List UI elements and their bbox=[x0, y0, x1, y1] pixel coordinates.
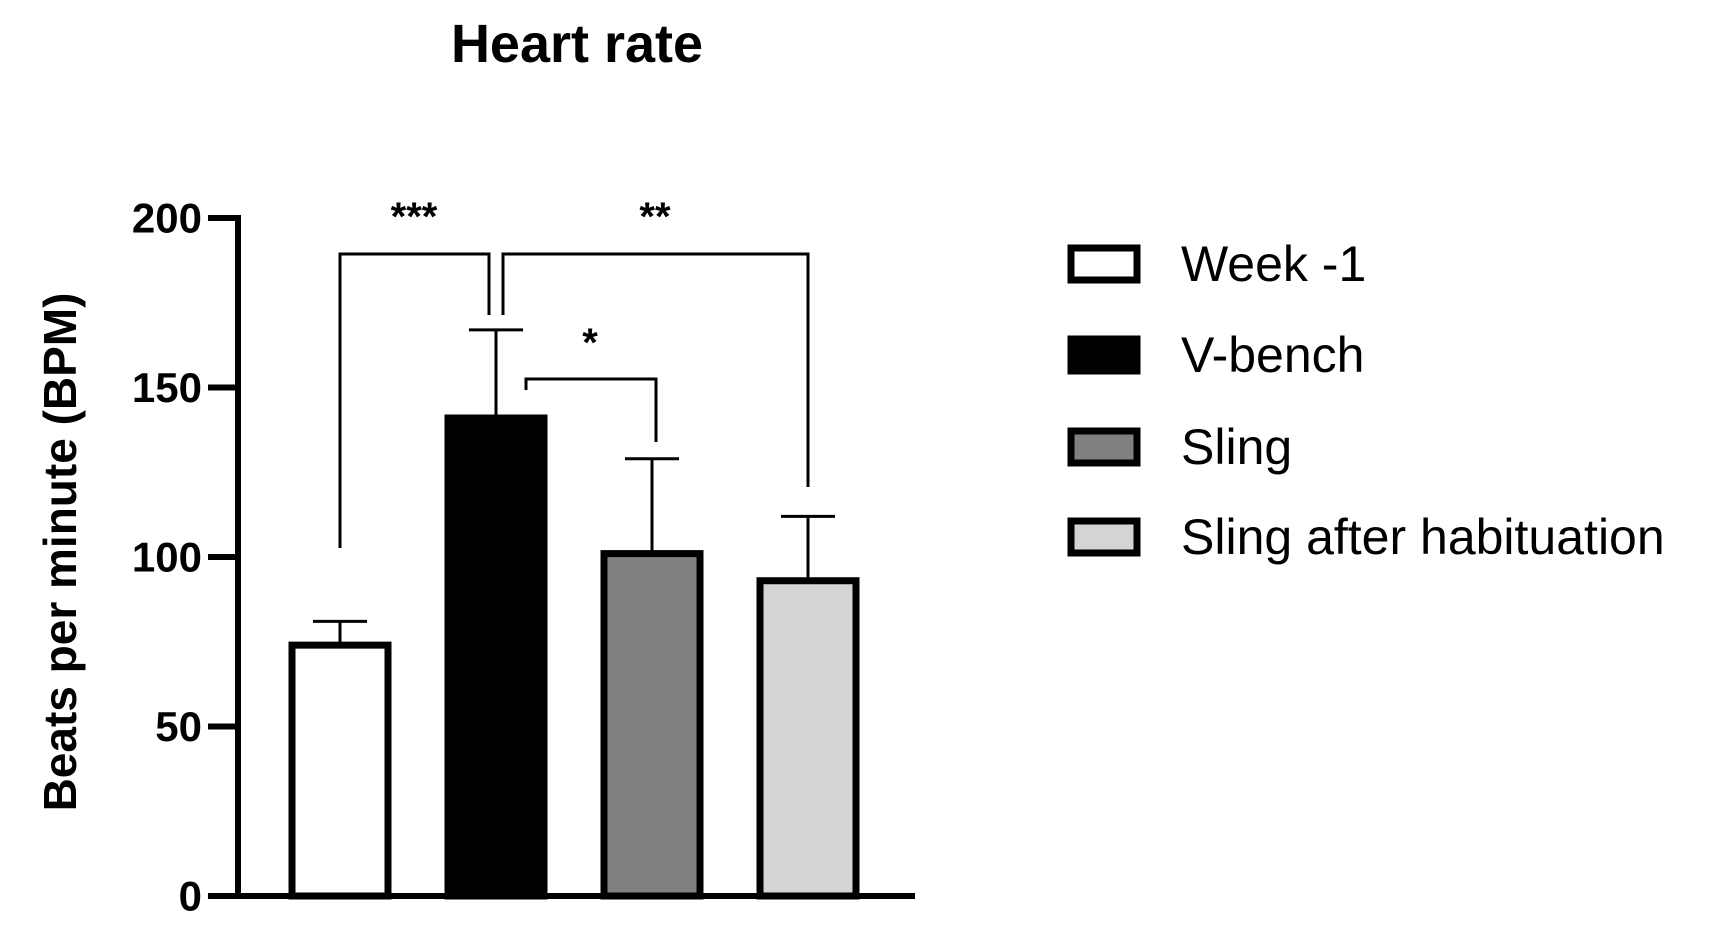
y-tick-label: 50 bbox=[155, 703, 202, 750]
significance-label: * bbox=[582, 321, 598, 365]
legend-label: Sling bbox=[1181, 419, 1292, 475]
y-axis-label: Beats per minute (BPM) bbox=[34, 293, 86, 812]
legend-label: V-bench bbox=[1181, 327, 1364, 383]
significance-label: ** bbox=[639, 195, 671, 239]
significance-bracket bbox=[501, 252, 810, 487]
error-bars bbox=[313, 328, 835, 646]
legend: Week -1 V-bench Sling Sling after habituati… bbox=[1067, 236, 1665, 565]
y-tick-label: 0 bbox=[179, 873, 202, 920]
legend-label: Week -1 bbox=[1181, 236, 1366, 292]
bar-week-1 bbox=[288, 641, 392, 900]
bar-v-bench bbox=[444, 414, 548, 900]
bar-sling-after-habituation bbox=[756, 577, 860, 900]
chart-title: Heart rate bbox=[451, 14, 703, 74]
significance-label: *** bbox=[391, 195, 438, 239]
bars bbox=[288, 414, 860, 900]
y-tick-label: 200 bbox=[132, 195, 202, 242]
legend-swatch bbox=[1067, 427, 1141, 467]
legend-swatch bbox=[1067, 335, 1141, 375]
y-tick-label: 150 bbox=[132, 364, 202, 411]
significance-bracket bbox=[524, 377, 658, 442]
significance-brackets: *** *** bbox=[338, 195, 810, 548]
legend-swatch bbox=[1067, 517, 1141, 557]
y-tick-label: 100 bbox=[132, 534, 202, 581]
bar-sling bbox=[600, 550, 704, 900]
legend-swatch bbox=[1067, 244, 1141, 284]
significance-bracket bbox=[338, 252, 491, 548]
legend-label: Sling after habituation bbox=[1181, 509, 1665, 565]
